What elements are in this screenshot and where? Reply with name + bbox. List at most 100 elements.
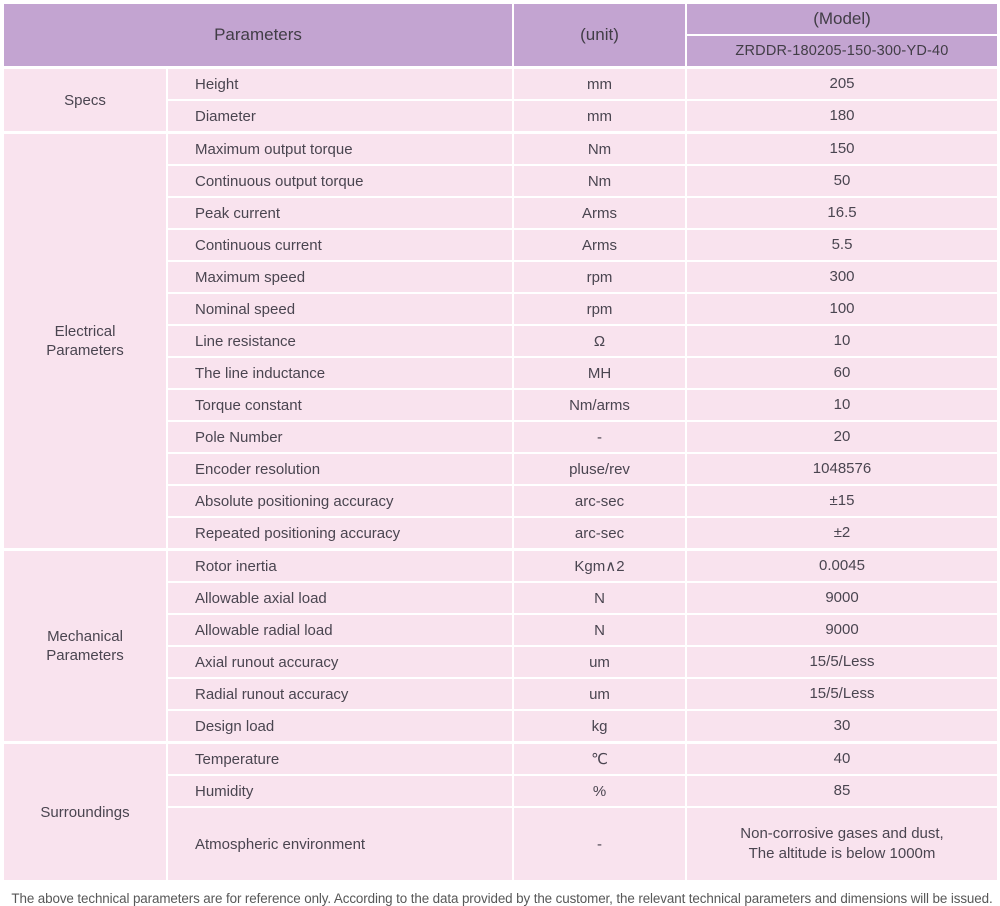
parameter-name: Design load (166, 709, 514, 744)
table-row: Peak current Arms 16.5 (3, 196, 999, 230)
unit-value: Nm (512, 131, 687, 166)
parameter-name: Temperature (166, 741, 514, 776)
parameter-name: Line resistance (166, 324, 514, 358)
unit-value: ℃ (512, 741, 687, 776)
parameter-value: 15/5/Less (685, 645, 999, 679)
parameter-name: Allowable radial load (166, 613, 514, 647)
unit-value: Nm (512, 164, 687, 198)
header-unit: (unit) (512, 2, 687, 69)
table-row: Radial runout accuracy um 15/5/Less (3, 677, 999, 711)
parameter-name: Height (166, 66, 514, 101)
parameter-name: Radial runout accuracy (166, 677, 514, 711)
parameter-value: 9000 (685, 613, 999, 647)
unit-value: N (512, 613, 687, 647)
parameter-name: Humidity (166, 774, 514, 808)
header-parameters: Parameters (2, 2, 514, 69)
unit-value: um (512, 677, 687, 711)
parameter-name: Axial runout accuracy (166, 645, 514, 679)
table-row: Continuous output torque Nm 50 (3, 164, 999, 198)
table-row: Continuous current Arms 5.5 (3, 228, 999, 262)
unit-value: rpm (512, 292, 687, 326)
parameter-value: 100 (685, 292, 999, 326)
unit-value: pluse/rev (512, 452, 687, 486)
table-row: The line inductance MH 60 (3, 356, 999, 390)
parameter-name: Pole Number (166, 420, 514, 454)
parameter-name: Nominal speed (166, 292, 514, 326)
parameter-value: 85 (685, 774, 999, 808)
parameter-value: 0.0045 (685, 548, 999, 583)
table-row: Electrical Parameters Maximum output torq… (2, 131, 999, 551)
table-row: Surroundings Temperature ℃ 40 (2, 741, 999, 882)
parameter-value: 150 (685, 131, 999, 166)
parameter-value: 60 (685, 356, 999, 390)
category-cell: Specs (2, 66, 168, 134)
category-label: Specs (64, 91, 106, 109)
table-row: Absolute positioning accuracy arc-sec ±15 (3, 484, 999, 518)
table-row: Diameter mm 180 (3, 99, 999, 134)
unit-value: Kgm∧2 (512, 548, 687, 583)
unit-value: um (512, 645, 687, 679)
footer-note: The above technical parameters are for r… (11, 891, 993, 906)
parameter-name: Torque constant (166, 388, 514, 422)
parameter-value: 10 (685, 388, 999, 422)
unit-value: mm (512, 99, 687, 134)
table-row: Repeated positioning accuracy arc-sec ±2 (3, 516, 999, 551)
parameter-name: Continuous output torque (166, 164, 514, 198)
parameter-name: Rotor inertia (166, 548, 514, 583)
parameter-value: 40 (685, 741, 999, 776)
table-row: Encoder resolution pluse/rev 1048576 (3, 452, 999, 486)
table-row: Axial runout accuracy um 15/5/Less (3, 645, 999, 679)
table-row: Humidity% 85 (3, 774, 999, 808)
parameter-value: ±2 (685, 516, 999, 551)
category-cell: Mechanical Parameters (2, 548, 168, 744)
parameter-value: 5.5 (685, 228, 999, 262)
table-row: Pole Number -20 (3, 420, 999, 454)
table-body: Specs Height mm 205 Diameter mm 180 Electrical … (2, 66, 999, 882)
spec-table: Parameters (unit) (Model) ZRDDR-180205-1… (2, 2, 999, 882)
parameter-value: ±15 (685, 484, 999, 518)
unit-value: mm (512, 66, 687, 101)
parameter-value: 300 (685, 260, 999, 294)
parameter-name: Repeated positioning accuracy (166, 516, 514, 551)
parameter-name: Encoder resolution (166, 452, 514, 486)
table-row: Specs Height mm 205 (2, 66, 999, 134)
category-cell: Electrical Parameters (2, 131, 168, 551)
parameter-value: 16.5 (685, 196, 999, 230)
unit-value: - (512, 806, 687, 882)
parameter-value: 15/5/Less (685, 677, 999, 711)
parameter-name: Allowable axial load (166, 581, 514, 615)
parameter-value: 9000 (685, 581, 999, 615)
parameter-name: Atmospheric environment (166, 806, 514, 882)
parameter-value: 50 (685, 164, 999, 198)
unit-value: Nm/arms (512, 388, 687, 422)
parameter-value: 1048576 (685, 452, 999, 486)
header-model: (Model) (685, 2, 999, 36)
unit-value: % (512, 774, 687, 808)
table-row: Atmospheric environment - Non-corrosive ga… (3, 806, 999, 882)
parameter-name: Maximum speed (166, 260, 514, 294)
category-label: Mechanical Parameters (46, 628, 124, 664)
table-row: Nominal speed rpm 100 (3, 292, 999, 326)
parameter-name: Maximum output torque (166, 131, 514, 166)
category-cell: Surroundings (2, 741, 168, 882)
unit-value: kg (512, 709, 687, 744)
parameter-name: Absolute positioning accuracy (166, 484, 514, 518)
table-row: Design load kg 30 (3, 709, 999, 744)
parameter-value: 10 (685, 324, 999, 358)
unit-value: MH (512, 356, 687, 390)
unit-value: - (512, 420, 687, 454)
table-row: Torque constant Nm/arms 10 (3, 388, 999, 422)
parameter-value: 180 (685, 99, 999, 134)
unit-value: Arms (512, 196, 687, 230)
table-row: Mechanical Parameters Rotor inertia Kgm∧2 0… (2, 548, 999, 744)
parameter-name: Diameter (166, 99, 514, 134)
parameter-name: Peak current (166, 196, 514, 230)
parameter-value: Non-corrosive gases and dust, The altitu… (685, 806, 999, 882)
parameter-value: 20 (685, 420, 999, 454)
unit-value: rpm (512, 260, 687, 294)
unit-value: Ω (512, 324, 687, 358)
unit-value: arc-sec (512, 516, 687, 551)
unit-value: N (512, 581, 687, 615)
category-label: Electrical Parameters (46, 323, 124, 359)
